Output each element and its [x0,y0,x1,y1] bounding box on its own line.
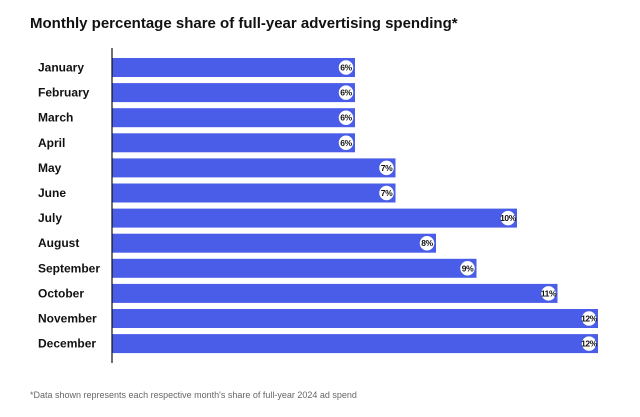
value-label: 8% [421,238,433,248]
value-label: 6% [340,113,352,123]
category-label: March [38,111,73,125]
bar [112,334,598,354]
value-bubble [337,58,355,77]
value-bubble [458,259,477,278]
value-bubble [418,234,436,252]
category-label: April [38,136,65,150]
bar [112,309,598,328]
value-bubble [337,108,355,127]
chart-title: Monthly percentage share of full-year ad… [30,15,458,32]
bar [112,133,355,153]
bar [112,233,436,253]
value-label: 7% [381,188,393,198]
category-label: January [38,61,84,75]
value-bubble [580,309,598,328]
category-label: December [38,337,96,351]
category-label: May [38,161,62,175]
category-label: October [38,286,84,300]
value-bubble [337,134,355,152]
value-label: 12% [581,339,598,349]
bar [112,183,396,203]
category-label: September [38,261,100,275]
bars-layer: January 6% February 6% March 6% April 6% May 7% Ju… [38,58,598,354]
value-label: 7% [381,163,393,173]
footnote: *Data shown represents each respective m… [30,390,357,400]
bar [112,208,517,228]
bar [112,283,558,303]
value-label: 6% [340,88,352,98]
category-label: June [38,186,66,200]
value-bubble [337,83,355,102]
value-label: 10% [500,213,517,223]
value-label: 6% [340,138,352,148]
bar [112,83,355,103]
category-label: February [38,86,90,100]
value-label: 9% [462,263,474,273]
category-label: August [38,236,79,250]
value-label: 11% [541,288,557,298]
value-label: 6% [340,63,352,73]
value-bubble [377,184,396,202]
value-bubble [580,334,598,353]
bar [112,158,396,178]
value-label: 12% [581,314,598,324]
bar [112,58,355,77]
value-bubble [499,209,517,227]
category-label: July [38,211,62,225]
bar [112,108,355,128]
value-bubble [539,284,558,303]
category-label: November [38,312,97,326]
bar [112,258,477,278]
value-bubble [377,159,396,177]
